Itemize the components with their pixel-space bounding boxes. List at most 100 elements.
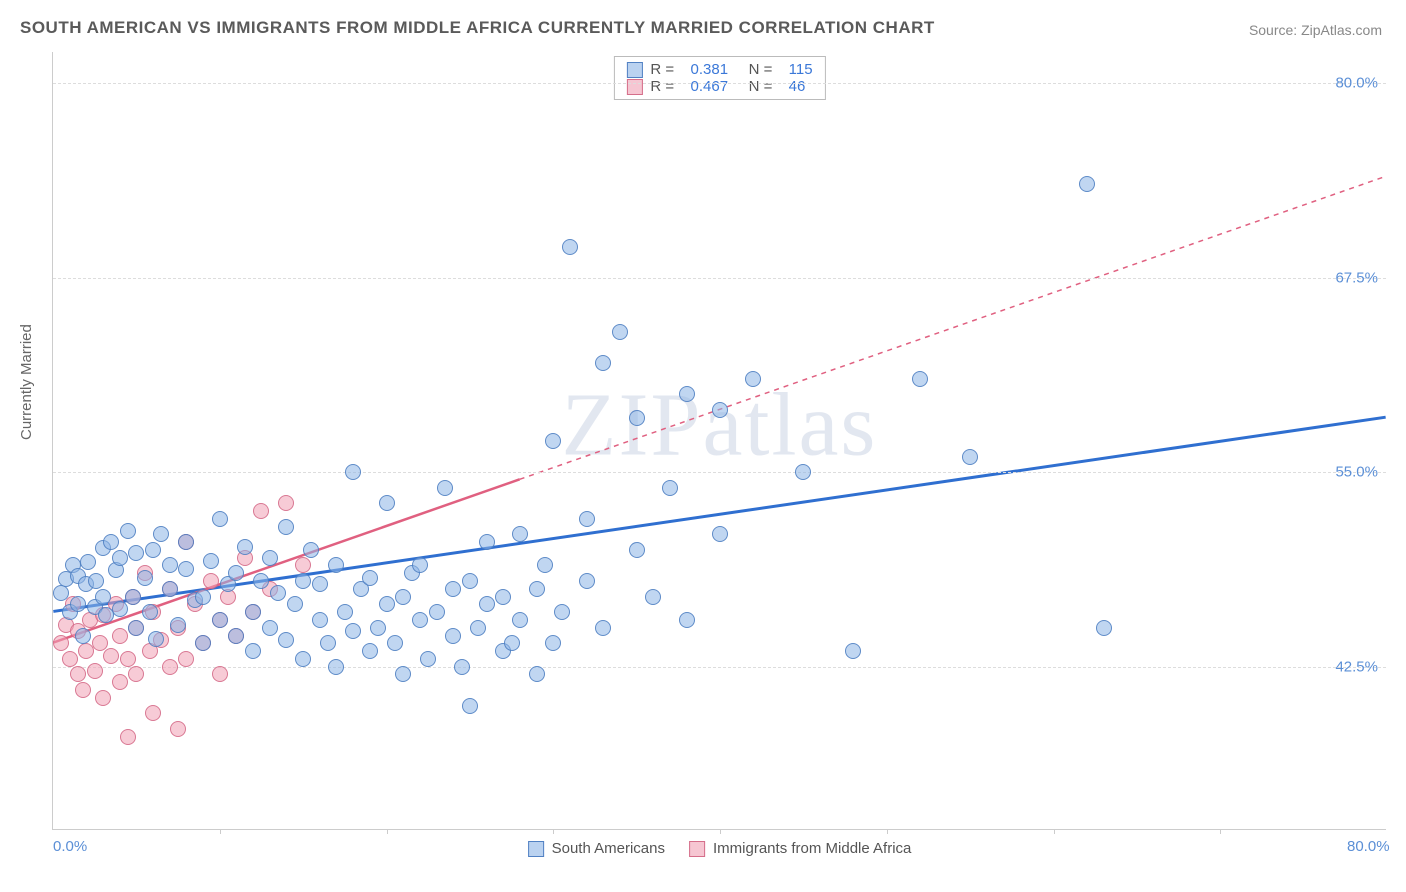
scatter-point bbox=[162, 557, 178, 573]
scatter-point bbox=[379, 596, 395, 612]
x-tick-mark bbox=[720, 829, 721, 834]
scatter-point bbox=[253, 503, 269, 519]
scatter-point bbox=[278, 632, 294, 648]
stat-r-value: 0.467 bbox=[691, 78, 729, 95]
scatter-point bbox=[379, 495, 395, 511]
x-tick-mark bbox=[1054, 829, 1055, 834]
scatter-point bbox=[53, 635, 69, 651]
scatter-point bbox=[445, 581, 461, 597]
scatter-point bbox=[462, 573, 478, 589]
scatter-point bbox=[153, 526, 169, 542]
scatter-point bbox=[312, 612, 328, 628]
scatter-point bbox=[303, 542, 319, 558]
gridline-h bbox=[53, 667, 1386, 668]
scatter-point bbox=[470, 620, 486, 636]
legend-item: Immigrants from Middle Africa bbox=[689, 840, 911, 857]
scatter-point bbox=[345, 464, 361, 480]
scatter-point bbox=[462, 698, 478, 714]
scatter-point bbox=[278, 519, 294, 535]
scatter-point bbox=[203, 573, 219, 589]
legend-label: Immigrants from Middle Africa bbox=[713, 840, 911, 857]
scatter-point bbox=[328, 659, 344, 675]
scatter-point bbox=[228, 628, 244, 644]
source-label: Source: ZipAtlas.com bbox=[1249, 22, 1382, 38]
scatter-point bbox=[504, 635, 520, 651]
scatter-point bbox=[75, 682, 91, 698]
scatter-point bbox=[237, 539, 253, 555]
scatter-point bbox=[170, 721, 186, 737]
scatter-point bbox=[529, 581, 545, 597]
scatter-point bbox=[745, 371, 761, 387]
scatter-point bbox=[178, 534, 194, 550]
watermark-text: ZIPatlas bbox=[562, 373, 878, 476]
scatter-point bbox=[912, 371, 928, 387]
stat-r-label: R = bbox=[650, 78, 682, 95]
scatter-point bbox=[345, 623, 361, 639]
scatter-point bbox=[537, 557, 553, 573]
x-tick-mark bbox=[887, 829, 888, 834]
scatter-point bbox=[195, 635, 211, 651]
stats-row: R = 0.467 N = 46 bbox=[626, 78, 812, 95]
scatter-point bbox=[245, 643, 261, 659]
x-tick-mark bbox=[1220, 829, 1221, 834]
scatter-point bbox=[328, 557, 344, 573]
scatter-point bbox=[142, 604, 158, 620]
y-tick-label: 67.5% bbox=[1335, 269, 1378, 286]
scatter-point bbox=[178, 651, 194, 667]
scatter-point bbox=[562, 239, 578, 255]
scatter-point bbox=[170, 617, 186, 633]
scatter-point bbox=[53, 585, 69, 601]
scatter-point bbox=[87, 663, 103, 679]
scatter-point bbox=[103, 534, 119, 550]
scatter-point bbox=[662, 480, 678, 496]
scatter-point bbox=[679, 612, 695, 628]
scatter-point bbox=[420, 651, 436, 667]
scatter-point bbox=[262, 550, 278, 566]
scatter-point bbox=[387, 635, 403, 651]
scatter-point bbox=[278, 495, 294, 511]
scatter-point bbox=[579, 573, 595, 589]
scatter-point bbox=[395, 589, 411, 605]
legend-swatch-icon bbox=[689, 841, 705, 857]
scatter-point bbox=[362, 570, 378, 586]
scatter-point bbox=[679, 386, 695, 402]
scatter-point bbox=[295, 557, 311, 573]
scatter-point bbox=[128, 545, 144, 561]
scatter-point bbox=[512, 612, 528, 628]
scatter-point bbox=[88, 573, 104, 589]
scatter-point bbox=[512, 526, 528, 542]
scatter-point bbox=[629, 410, 645, 426]
scatter-point bbox=[412, 557, 428, 573]
scatter-point bbox=[112, 628, 128, 644]
stat-n-value: 115 bbox=[789, 61, 813, 78]
legend-item: South Americans bbox=[528, 840, 665, 857]
scatter-point bbox=[295, 651, 311, 667]
scatter-point bbox=[112, 601, 128, 617]
scatter-point bbox=[370, 620, 386, 636]
scatter-point bbox=[629, 542, 645, 558]
stat-n-label: N = bbox=[736, 61, 781, 78]
scatter-point bbox=[1079, 176, 1095, 192]
x-tick-label: 80.0% bbox=[1347, 838, 1390, 855]
regression-lines-layer bbox=[53, 52, 1386, 829]
scatter-point bbox=[412, 612, 428, 628]
gridline-h bbox=[53, 83, 1386, 84]
scatter-point bbox=[112, 550, 128, 566]
scatter-point bbox=[228, 565, 244, 581]
scatter-point bbox=[545, 433, 561, 449]
scatter-point bbox=[125, 589, 141, 605]
scatter-point bbox=[529, 666, 545, 682]
scatter-point bbox=[178, 561, 194, 577]
scatter-point bbox=[262, 620, 278, 636]
scatter-point bbox=[295, 573, 311, 589]
scatter-point bbox=[287, 596, 303, 612]
scatter-point bbox=[337, 604, 353, 620]
scatter-point bbox=[270, 585, 286, 601]
scatter-point bbox=[80, 554, 96, 570]
scatter-point bbox=[95, 589, 111, 605]
stats-row: R = 0.381 N = 115 bbox=[626, 61, 812, 78]
scatter-point bbox=[103, 648, 119, 664]
scatter-point bbox=[212, 612, 228, 628]
scatter-point bbox=[554, 604, 570, 620]
legend-swatch-icon bbox=[528, 841, 544, 857]
